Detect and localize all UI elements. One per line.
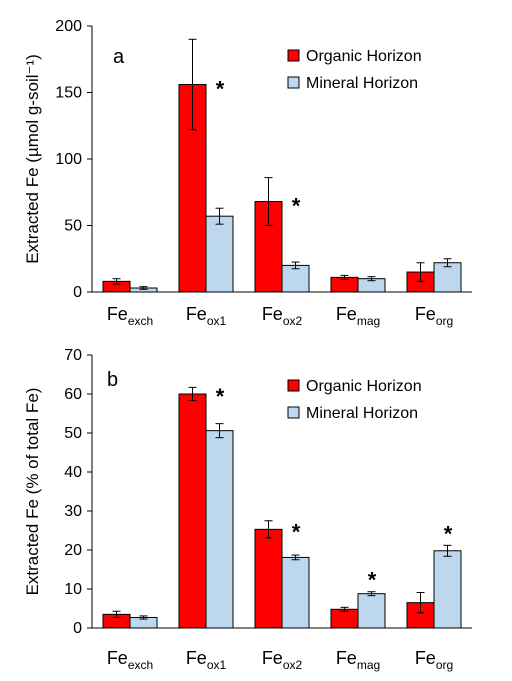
category-label: Feox2 bbox=[262, 304, 303, 328]
legend-swatch-mineral bbox=[287, 406, 300, 419]
category-label: Feexch bbox=[107, 304, 153, 328]
y-tick-label: 100 bbox=[55, 151, 82, 168]
y-tick-label: 0 bbox=[73, 284, 82, 301]
bar-mineral bbox=[205, 215, 234, 293]
significance-marker: * bbox=[292, 519, 301, 544]
bar-mineral bbox=[433, 550, 462, 629]
legend-swatch-mineral bbox=[287, 76, 300, 89]
y-axis-label: Extracted Fe (% of total Fe) bbox=[23, 388, 42, 596]
y-tick-label: 200 bbox=[55, 18, 82, 35]
y-tick-label: 70 bbox=[64, 347, 82, 364]
legend-label: Mineral Horizon bbox=[306, 405, 418, 422]
bar-mineral bbox=[205, 430, 234, 629]
bar-organic bbox=[178, 393, 207, 629]
category-label: Feexch bbox=[107, 648, 153, 672]
bar-mineral bbox=[281, 264, 310, 293]
y-tick-label: 50 bbox=[64, 218, 82, 235]
chart-panel-a: 0 50 100 150 200 Extracted Fe (µmol g-soil⁻¹)… bbox=[23, 18, 472, 328]
significance-marker: * bbox=[368, 568, 377, 593]
y-tick-label: 150 bbox=[55, 85, 82, 102]
panel-label: b bbox=[107, 369, 118, 391]
chart-panel-b: 0 10 20 30 40 50 60 70 Extracted Fe (% of total … bbox=[23, 347, 472, 672]
category-label: Femag bbox=[336, 648, 380, 672]
category-label: Feox1 bbox=[186, 648, 227, 672]
y-tick-label: 0 bbox=[73, 620, 82, 637]
legend-swatch-organic bbox=[287, 49, 300, 62]
category-label: Feox1 bbox=[186, 304, 227, 328]
y-tick-label: 40 bbox=[64, 464, 82, 481]
significance-marker: * bbox=[216, 77, 225, 102]
bar-mineral bbox=[281, 556, 310, 629]
y-tick-label: 10 bbox=[64, 581, 82, 598]
y-axis-label: Extracted Fe (µmol g-soil⁻¹) bbox=[23, 54, 42, 264]
category-label: Feox2 bbox=[262, 648, 303, 672]
y-tick-label: 20 bbox=[64, 542, 82, 559]
category-label: Feorg bbox=[415, 304, 453, 328]
significance-marker: * bbox=[216, 384, 225, 409]
y-tick-label: 50 bbox=[64, 425, 82, 442]
significance-marker: * bbox=[292, 194, 301, 219]
category-label: Feorg bbox=[415, 648, 453, 672]
bar-mineral bbox=[433, 262, 462, 293]
significance-marker: * bbox=[444, 521, 453, 546]
bar-organic bbox=[330, 608, 359, 629]
legend-swatch-organic bbox=[287, 379, 300, 392]
bar-mineral bbox=[357, 593, 386, 629]
y-tick-label: 60 bbox=[64, 386, 82, 403]
legend-label: Mineral Horizon bbox=[306, 75, 418, 92]
legend-label: Organic Horizon bbox=[306, 378, 422, 395]
bar-organic bbox=[254, 528, 283, 629]
legend-label: Organic Horizon bbox=[306, 48, 422, 65]
category-label: Femag bbox=[336, 304, 380, 328]
y-tick-label: 30 bbox=[64, 503, 82, 520]
panel-label: a bbox=[113, 46, 125, 68]
